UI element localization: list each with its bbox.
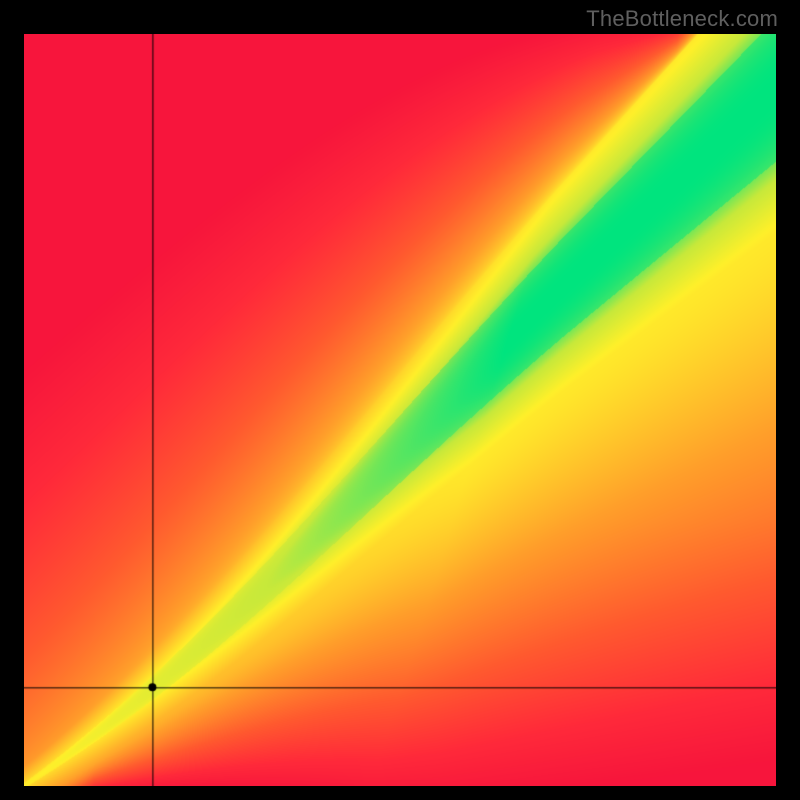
heatmap-plot: [24, 34, 776, 786]
heatmap-canvas: [24, 34, 776, 786]
watermark-text: TheBottleneck.com: [586, 6, 778, 32]
chart-container: TheBottleneck.com: [0, 0, 800, 800]
